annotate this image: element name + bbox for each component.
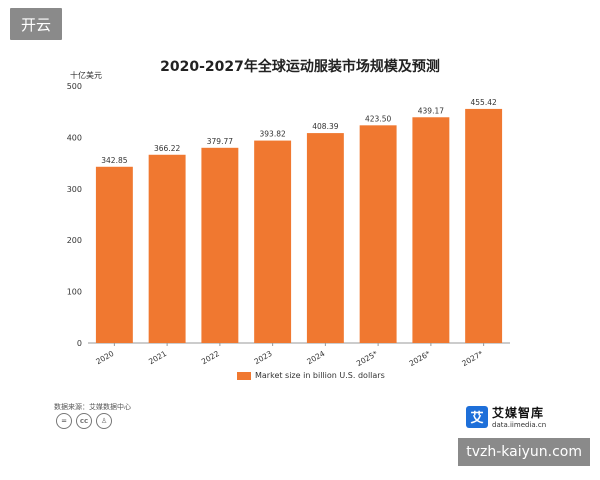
y-tick-label: 100 [67,288,82,297]
bar-value-label: 455.42 [471,98,497,107]
brand-name: 艾媒智库 [492,406,545,420]
y-tick-label: 0 [77,339,82,348]
x-tick-label: 2023 [253,349,274,366]
x-tick-label: 2025* [355,349,379,368]
brand-mark: 艾 艾媒智库 data.iimedia.cn [466,404,546,429]
watermark-text: tvzh-kaiyun.com [458,438,590,466]
brand-logo-icon: 艾 [466,405,488,428]
bar-value-label: 408.39 [312,122,338,131]
bar [148,154,186,343]
source-note: 数据来源：艾媒数据中心 [54,403,131,411]
bar-value-label: 379.77 [207,137,233,146]
bar-value-label: 393.82 [260,130,286,139]
corner-badge: 开云 [10,8,62,40]
brand-url: data.iimedia.cn [492,421,547,429]
legend: Market size in billion U.S. dollars [237,371,385,380]
bar [412,117,450,343]
legend-label: Market size in billion U.S. dollars [255,371,385,380]
y-tick-label: 500 [67,82,82,91]
equal-icon: = [56,413,72,429]
y-tick-label: 200 [67,236,82,245]
bar-value-label: 439.17 [418,106,444,115]
person-icon: ♙ [96,413,112,429]
license-icons: = cc ♙ [56,413,112,429]
bar-value-label: 342.85 [101,156,127,165]
x-tick-label: 2027* [460,349,484,368]
x-tick-label: 2024 [305,349,326,366]
bar [201,147,239,343]
y-tick-label: 300 [67,185,82,194]
y-tick-label: 400 [67,133,82,142]
x-tick-label: 2026* [408,349,432,368]
chart-title: 2020-2027年全球运动服装市场规模及预测 [160,59,440,75]
x-tick-label: 2022 [200,349,221,366]
bar [465,108,503,343]
cc-icon: cc [76,413,92,429]
bar-value-label: 366.22 [154,144,180,153]
bar [95,166,133,343]
bar-value-label: 423.50 [365,114,391,123]
x-tick-label: 2020 [94,349,115,366]
bar [359,125,397,343]
legend-swatch [237,371,251,380]
y-axis-unit-label: 十亿美元 [70,71,102,80]
bar [306,133,344,343]
bar [254,140,292,343]
x-tick-label: 2021 [147,349,168,366]
